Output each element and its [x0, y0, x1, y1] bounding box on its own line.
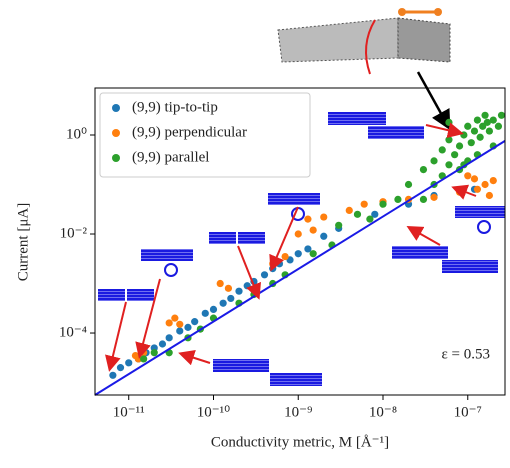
point	[468, 139, 475, 146]
point	[456, 142, 463, 149]
point	[420, 166, 427, 173]
point	[220, 300, 227, 307]
x-tick-label: 10⁻⁹	[284, 404, 312, 420]
point	[335, 222, 342, 229]
point	[445, 161, 452, 168]
point	[282, 253, 289, 260]
point	[394, 196, 401, 203]
point	[481, 112, 488, 119]
point	[354, 211, 361, 218]
point	[310, 226, 317, 233]
point	[361, 201, 368, 208]
x-tick-label: 10⁻¹⁰	[197, 404, 230, 420]
annotation: ε = 0.53	[441, 346, 490, 362]
point	[320, 213, 327, 220]
point	[217, 280, 224, 287]
point	[471, 127, 478, 134]
y-tick-label: 10⁻⁴	[59, 324, 87, 340]
legend-marker	[112, 154, 120, 162]
point	[495, 123, 502, 130]
point	[184, 324, 191, 331]
y-tick-label: 10⁻²	[60, 225, 88, 241]
x-axis-label: Conductivity metric, M [Å⁻¹]	[211, 434, 389, 450]
point	[304, 216, 311, 223]
point	[474, 186, 481, 193]
point	[244, 282, 251, 289]
point	[159, 340, 166, 347]
point	[445, 119, 452, 126]
point	[379, 201, 386, 208]
legend-label: (9,9) tip-to-tip	[132, 99, 218, 115]
point	[460, 131, 467, 138]
x-tick-label: 10⁻¹¹	[113, 404, 145, 420]
point	[109, 372, 116, 379]
point	[166, 334, 173, 341]
chart: (9,9) tip-to-tip (9,9) perpendicular (9,9)…	[0, 0, 510, 463]
x-tick-label: 10⁻⁸	[369, 404, 397, 420]
point	[481, 181, 488, 188]
point	[346, 207, 353, 214]
point	[176, 321, 183, 328]
point	[210, 306, 217, 313]
point	[477, 134, 484, 141]
legend-label: (9,9) parallel	[132, 149, 209, 165]
point	[445, 136, 452, 143]
point	[474, 116, 481, 123]
point	[176, 327, 183, 334]
point	[471, 175, 478, 182]
point	[486, 192, 493, 199]
x-tick-label: 10⁻⁷	[454, 404, 482, 420]
point	[439, 146, 446, 153]
y-axis-label: Current [μA]	[15, 203, 31, 281]
point	[261, 271, 268, 278]
point	[430, 194, 437, 201]
point	[117, 364, 124, 371]
point	[420, 196, 427, 203]
point	[464, 172, 471, 179]
point	[235, 288, 242, 295]
y-tick-label: 10⁰	[66, 126, 87, 142]
legend: (9,9) tip-to-tip (9,9) perpendicular (9,9)…	[100, 93, 310, 177]
point	[310, 250, 317, 257]
point	[295, 250, 302, 257]
point	[366, 216, 373, 223]
point	[490, 177, 497, 184]
point	[451, 151, 458, 158]
point	[171, 315, 178, 322]
point	[464, 123, 471, 130]
point	[191, 318, 198, 325]
point	[486, 127, 493, 134]
point	[225, 285, 232, 292]
point	[276, 260, 283, 267]
point	[405, 181, 412, 188]
point	[151, 349, 158, 356]
point	[132, 352, 139, 359]
point	[295, 230, 302, 237]
legend-label: (9,9) perpendicular	[132, 124, 247, 140]
point	[430, 157, 437, 164]
legend-marker	[112, 129, 120, 137]
point	[227, 295, 234, 302]
point	[140, 355, 147, 362]
point	[166, 319, 173, 326]
legend-marker	[112, 104, 120, 112]
point	[490, 116, 497, 123]
point	[125, 359, 132, 366]
point	[320, 233, 327, 240]
point	[498, 112, 505, 119]
point	[202, 310, 209, 317]
